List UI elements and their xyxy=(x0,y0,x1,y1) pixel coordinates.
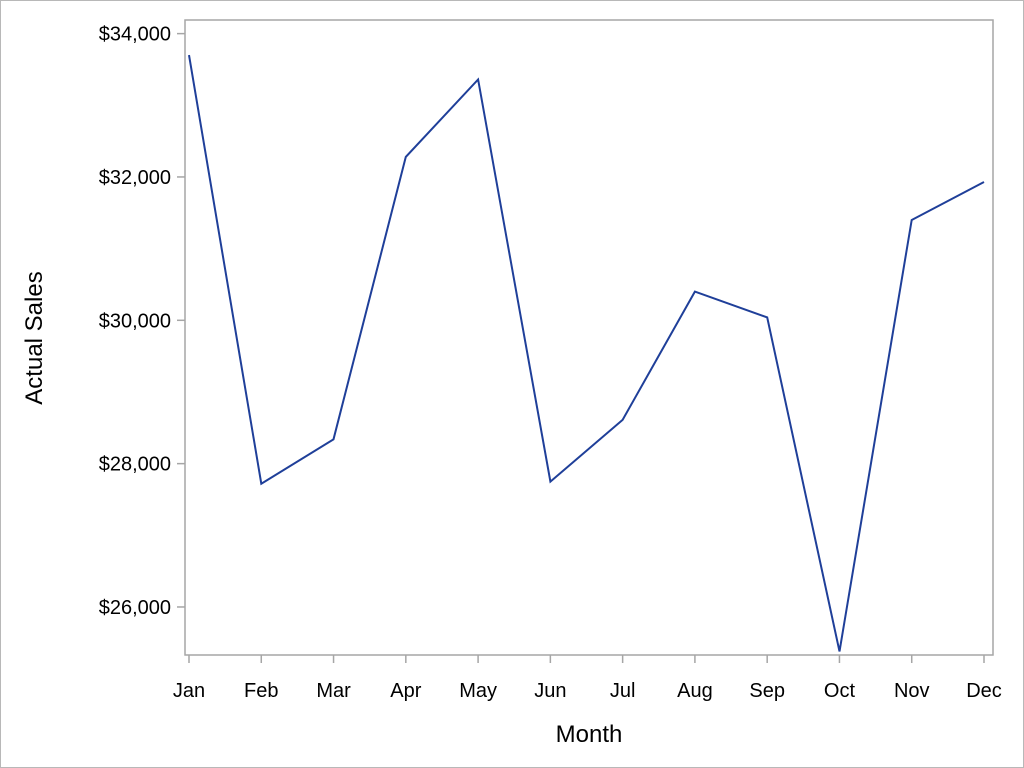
x-tick-label: Dec xyxy=(966,680,1002,702)
y-tick-label: $32,000 xyxy=(99,167,171,189)
x-tick-label: Aug xyxy=(677,680,713,702)
x-tick-label: Feb xyxy=(244,680,278,702)
x-tick-label: Sep xyxy=(749,680,785,702)
x-tick-label: Jun xyxy=(534,680,566,702)
y-tick-label: $28,000 xyxy=(99,454,171,476)
x-tick-label: Apr xyxy=(390,680,421,702)
x-tick-label: Jan xyxy=(173,680,205,702)
x-tick-label: May xyxy=(459,680,497,702)
y-tick-label: $34,000 xyxy=(99,24,171,46)
y-tick-label: $30,000 xyxy=(99,310,171,332)
x-tick-label: Nov xyxy=(894,680,930,702)
x-axis-title: Month xyxy=(556,721,623,748)
y-axis: $26,000 $28,000 $30,000 $32,000 $34,000 xyxy=(99,24,185,619)
x-axis: Jan Feb Mar Apr May Jun Jul Aug Sep Oct Nov Dec xyxy=(173,655,1002,702)
sales-series-line xyxy=(188,54,985,652)
x-tick-label: Mar xyxy=(316,680,351,702)
series-layer xyxy=(188,54,985,652)
x-tick-label: Oct xyxy=(824,680,856,702)
plot-area xyxy=(184,19,994,656)
y-tick-label: $26,000 xyxy=(99,597,171,619)
y-axis-title: Actual Sales xyxy=(21,271,48,404)
x-tick-label: Jul xyxy=(610,680,636,702)
